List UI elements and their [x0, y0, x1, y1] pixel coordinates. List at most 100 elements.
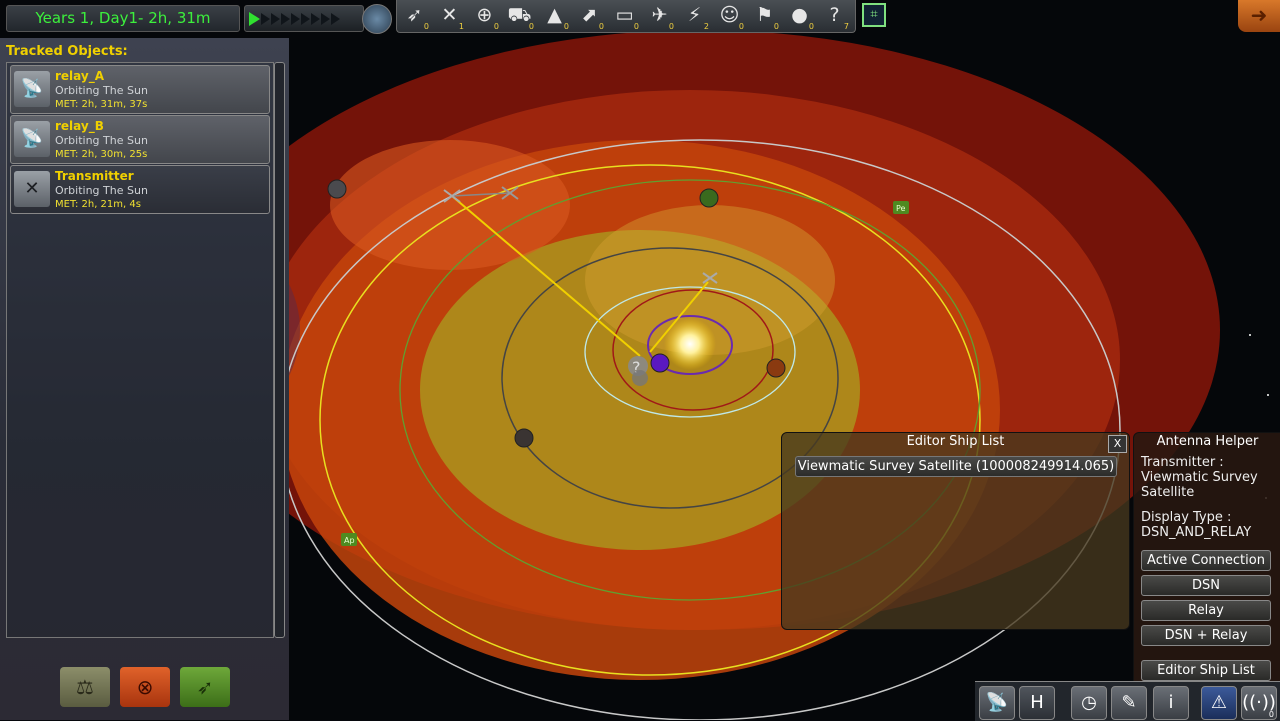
svg-text:Ap: Ap — [344, 536, 355, 545]
list-item[interactable]: 📡 relay_B Orbiting The Sun MET: 2h, 30m,… — [10, 115, 270, 164]
grid-toggle-icon[interactable]: ⌗ — [862, 3, 886, 27]
relay-link — [649, 281, 709, 353]
filter-ship-icon[interactable]: ⬈ 0 — [581, 4, 604, 31]
filter-flag-icon[interactable]: ⚑ 0 — [755, 4, 779, 31]
scale-icon: ⚖ — [76, 675, 94, 699]
warp-arrow-icon[interactable] — [291, 12, 300, 25]
warp-arrow-icon[interactable] — [311, 12, 320, 25]
orbit-cyan — [584, 286, 796, 418]
filter-relay-icon[interactable]: ⚡ 2 — [687, 4, 709, 31]
warp-arrow-icon[interactable] — [301, 12, 310, 25]
exit-icon[interactable]: ➜ — [1238, 0, 1280, 32]
warp-arrow-icon[interactable] — [331, 12, 340, 25]
warp-arrow-icon[interactable] — [271, 12, 280, 25]
vessel-name: Transmitter — [55, 169, 134, 183]
ship-list-item[interactable]: Viewmatic Survey Satellite (100008249914… — [795, 456, 1117, 477]
planet-purple[interactable] — [650, 353, 670, 373]
warp-arrow-icon[interactable] — [281, 12, 290, 25]
active-connection-button[interactable]: Active Connection — [1141, 550, 1271, 571]
game-time-display: Years 1, Day1- 2h, 31m — [6, 5, 240, 32]
tracked-objects-title: Tracked Objects: — [6, 44, 128, 59]
warp-arrow-icon[interactable] — [261, 12, 270, 25]
antenna-helper-app-icon[interactable]: 📡 — [979, 686, 1015, 720]
relay-icon: 📡 — [14, 71, 50, 107]
vessel-transmitter-marker[interactable] — [702, 272, 718, 284]
warp-arrow-icon[interactable] — [321, 12, 330, 25]
dsn-range-zone — [420, 230, 860, 550]
vessel-filter-bar: ➶ 0 ✕ 1 ⊕ 0 ⛟ 0 ▲ 0 ⬈ 0 ▭ 0 ✈ 0 ⚡ 2 ☺ 0 ⚑ 0 ● 0 ? 7 — [396, 0, 856, 33]
launch-icon: ➶ — [196, 675, 214, 699]
filter-plane-icon[interactable]: ✈ 0 — [651, 4, 674, 31]
vessel-status: Orbiting The Sun — [55, 84, 148, 97]
orbit-green — [399, 179, 981, 601]
vessel-status: Orbiting The Sun — [55, 184, 148, 197]
planet-brown[interactable] — [766, 358, 786, 378]
display-type-label: Display Type : — [1141, 510, 1232, 525]
delete-icon: ⊗ — [136, 675, 154, 699]
relay-link — [451, 195, 641, 357]
info-app-button[interactable]: i — [1153, 686, 1189, 720]
comm-signal-icon[interactable]: ((·)) 0 — [1241, 686, 1277, 720]
filter-eva-icon[interactable]: ☺ 0 — [719, 4, 744, 31]
transmitter-label: Transmitter : — [1141, 455, 1224, 470]
close-button[interactable]: X — [1108, 435, 1127, 453]
transmitter-value: Satellite — [1141, 485, 1195, 500]
relay-range-zone — [585, 205, 835, 355]
vessel-relay-b-marker[interactable] — [501, 186, 519, 200]
vessel-name: relay_B — [55, 119, 104, 133]
filter-lander-icon[interactable]: ▲ 0 — [547, 4, 569, 31]
filter-space-object-icon[interactable]: ● 0 — [791, 4, 814, 31]
filter-probe-icon[interactable]: ⊕ 0 — [476, 4, 499, 31]
kerbnet-app-button[interactable]: H — [1019, 686, 1055, 720]
transmitter-value: Viewmatic Survey — [1141, 470, 1258, 485]
vessel-name: relay_A — [55, 69, 105, 83]
vessel-relay-a-marker[interactable] — [443, 189, 461, 203]
dsn-button[interactable]: DSN — [1141, 575, 1271, 596]
filter-unknown-icon[interactable]: ? 7 — [829, 4, 849, 31]
tracked-objects-list: 📡 relay_A Orbiting The Sun MET: 2h, 31m,… — [6, 62, 274, 638]
app-launcher-bar: 📡 H ◷ ✎ i ⚠ ((·)) 0 — [975, 681, 1280, 721]
svg-text:Pe: Pe — [896, 204, 906, 213]
antenna-helper-window: Antenna Helper Transmitter : Viewmatic S… — [1133, 432, 1280, 682]
list-item[interactable]: ✕ Transmitter Orbiting The Sun MET: 2h, … — [10, 165, 270, 214]
list-scrollbar[interactable] — [274, 62, 285, 638]
fly-vessel-button[interactable]: ➶ — [180, 667, 230, 707]
relay-button[interactable]: Relay — [1141, 600, 1271, 621]
periapsis-marker[interactable]: Pe — [893, 201, 909, 214]
clock-icon[interactable]: ◷ — [1071, 686, 1107, 720]
unknown-object-marker[interactable]: ? — [628, 356, 648, 386]
orbit-transmitter — [319, 164, 981, 676]
vessel-status: Orbiting The Sun — [55, 134, 148, 147]
terminate-vessel-button[interactable]: ⊗ — [120, 667, 170, 707]
filter-station-icon[interactable]: ▭ 0 — [615, 4, 639, 31]
apoapsis-marker[interactable]: Ap — [341, 533, 357, 546]
recover-vessel-button[interactable]: ⚖ — [60, 667, 110, 707]
window-title: Editor Ship List — [906, 434, 1005, 449]
play-icon[interactable] — [249, 11, 260, 26]
contracts-icon[interactable]: ✎ — [1111, 686, 1147, 720]
filter-unknown-object-icon[interactable]: ✕ 1 — [441, 4, 464, 31]
orbit-grey — [501, 247, 839, 509]
filter-debris-icon[interactable]: ➶ 0 — [406, 4, 429, 31]
planet-grey[interactable] — [327, 179, 347, 199]
filter-rover-icon[interactable]: ⛟ 0 — [507, 4, 534, 31]
list-item[interactable]: 📡 relay_A Orbiting The Sun MET: 2h, 31m,… — [10, 65, 270, 114]
editor-ship-list-window: Editor Ship List X Viewmatic Survey Sate… — [781, 432, 1130, 630]
planet-green[interactable] — [699, 188, 719, 208]
dsn-relay-button[interactable]: DSN + Relay — [1141, 625, 1271, 646]
svg-text:?: ? — [632, 358, 641, 377]
editor-ship-list-button[interactable]: Editor Ship List — [1141, 660, 1271, 681]
relay-link — [451, 192, 511, 197]
orbit-red — [612, 289, 774, 411]
commnet-app-icon[interactable]: ⚠ — [1201, 686, 1237, 720]
time-warp-control[interactable] — [244, 5, 364, 32]
orbit-purple — [647, 315, 733, 375]
relay-range-zone — [330, 140, 570, 270]
display-type-value: DSN_AND_RELAY — [1141, 525, 1252, 540]
map-settings-gear-icon[interactable] — [362, 4, 392, 34]
planet-dark[interactable] — [514, 428, 534, 448]
window-title: Antenna Helper — [1156, 434, 1259, 449]
vessel-met: MET: 2h, 21m, 4s — [55, 199, 141, 210]
sun[interactable] — [664, 318, 716, 370]
vessel-met: MET: 2h, 30m, 25s — [55, 149, 148, 160]
